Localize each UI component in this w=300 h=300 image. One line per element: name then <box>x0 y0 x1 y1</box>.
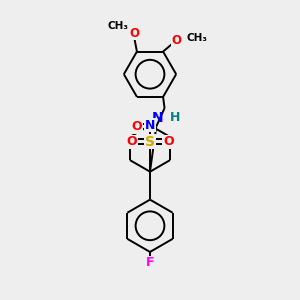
Text: O: O <box>132 120 142 133</box>
Text: N: N <box>145 119 155 132</box>
Text: O: O <box>172 34 182 47</box>
Text: H: H <box>170 110 180 124</box>
Text: O: O <box>163 135 174 148</box>
Text: S: S <box>145 135 155 149</box>
Text: F: F <box>146 256 154 269</box>
Text: CH₃: CH₃ <box>107 21 128 31</box>
Text: O: O <box>129 27 139 40</box>
Text: O: O <box>126 135 137 148</box>
Text: CH₃: CH₃ <box>187 34 208 44</box>
Text: N: N <box>152 110 164 124</box>
